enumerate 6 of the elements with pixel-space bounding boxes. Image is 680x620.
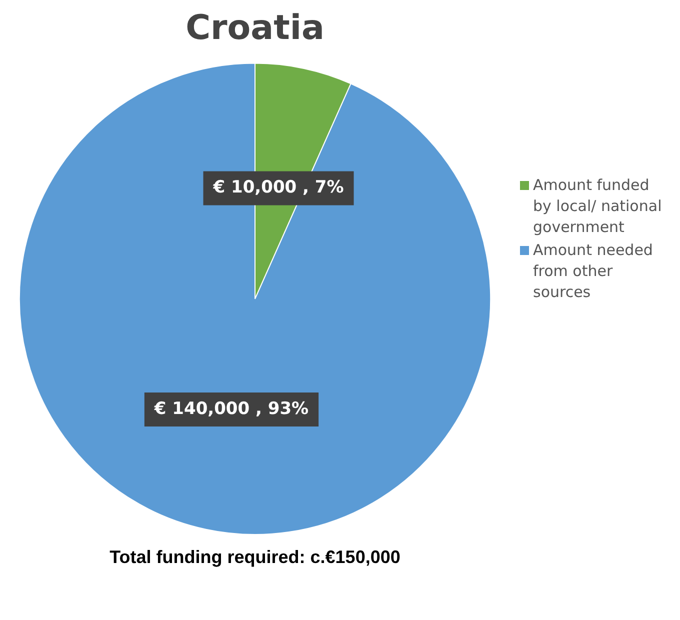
legend-label: Amount funded by local/ national government [533,175,663,238]
text: Total funding required: c.€150,000 [108,546,402,569]
legend-label: Amount needed from other sources [533,240,654,303]
data-label: € 10,000 , 7% [212,178,344,198]
data-label: € 140,000 , 93% [153,398,309,419]
chart-title: Croatia [186,8,324,48]
